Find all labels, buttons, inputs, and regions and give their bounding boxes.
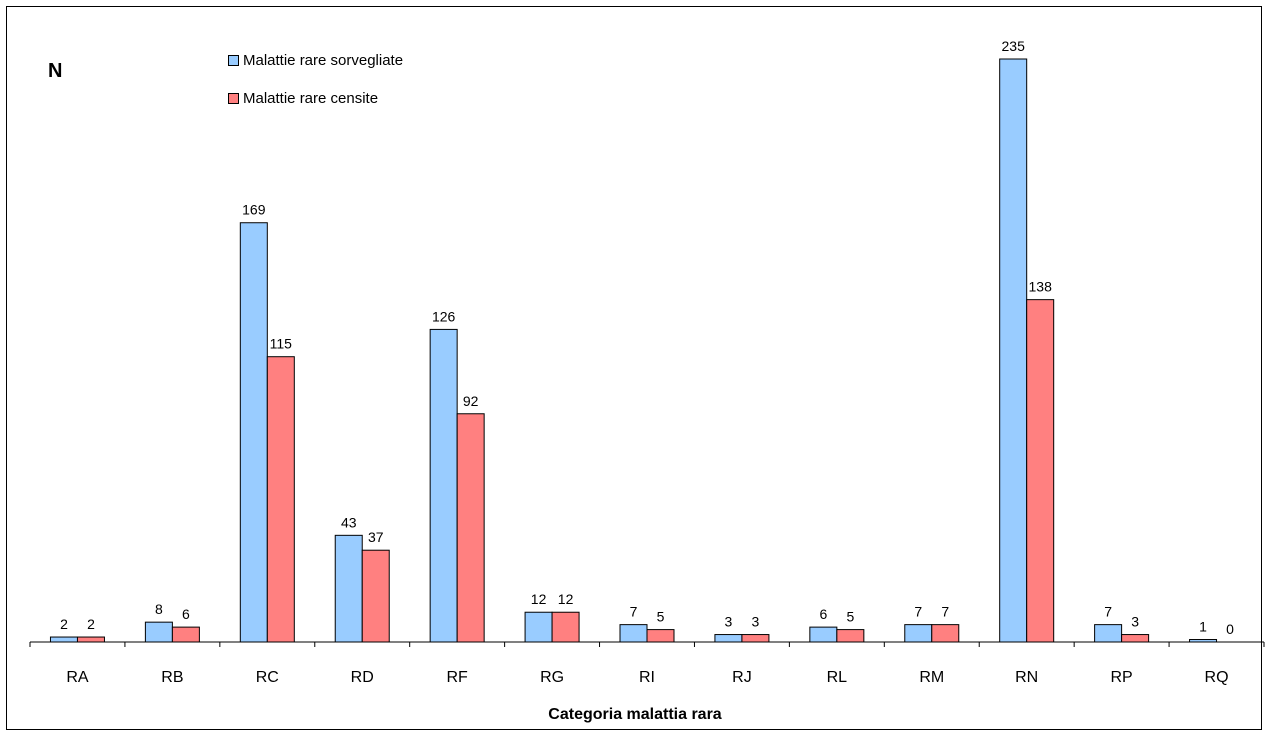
legend-swatch-sorvegliate xyxy=(228,54,239,66)
data-label-sorvegliate-rn: 235 xyxy=(1002,38,1026,54)
x-tick-label-rl: RL xyxy=(827,669,848,686)
bar-censite-rd xyxy=(361,549,390,643)
x-tick-label-rn: RN xyxy=(1015,669,1038,686)
bar-censite-rc xyxy=(266,356,295,643)
bar-sorvegliate-rf xyxy=(429,328,458,643)
data-label-censite-rj: 3 xyxy=(752,614,760,630)
data-label-sorvegliate-rd: 43 xyxy=(341,514,357,530)
data-label-sorvegliate-ra: 2 xyxy=(60,616,68,632)
data-label-sorvegliate-rb: 8 xyxy=(155,601,163,617)
bar-sorvegliate-ri xyxy=(619,624,648,643)
bar-sorvegliate-rc xyxy=(239,222,268,643)
data-label-censite-rp: 3 xyxy=(1131,614,1139,630)
chart-frame xyxy=(6,6,1262,730)
data-label-censite-rd: 37 xyxy=(368,529,384,545)
bar-censite-rb xyxy=(171,626,200,643)
data-label-censite-rl: 5 xyxy=(846,609,854,625)
bar-sorvegliate-rj xyxy=(714,634,743,643)
x-tick-label-rb: RB xyxy=(161,669,183,686)
data-label-censite-rg: 12 xyxy=(558,591,574,607)
x-tick-label-ra: RA xyxy=(66,669,89,686)
x-tick-label-rm: RM xyxy=(919,669,944,686)
x-tick-label-rg: RG xyxy=(540,669,564,686)
x-tick-label-rp: RP xyxy=(1110,669,1132,686)
x-tick-label-rq: RQ xyxy=(1205,669,1229,686)
bar-censite-rj xyxy=(741,634,770,643)
y-axis-label: N xyxy=(48,60,63,82)
data-label-sorvegliate-rf: 126 xyxy=(432,308,456,324)
bar-sorvegliate-ra xyxy=(49,636,78,643)
bar-censite-rm xyxy=(931,624,960,643)
x-tick-label-rd: RD xyxy=(351,669,374,686)
x-tick-label-rc: RC xyxy=(256,669,279,686)
data-label-sorvegliate-rj: 3 xyxy=(725,614,733,630)
data-label-sorvegliate-rq: 1 xyxy=(1199,619,1207,635)
legend-label-censite: Malattie rare censite xyxy=(243,89,379,107)
legend-swatch-censite xyxy=(228,92,239,104)
data-label-sorvegliate-rc: 169 xyxy=(242,202,266,218)
legend-item-sorvegliate: Malattie rare sorvegliate xyxy=(228,48,403,72)
data-label-sorvegliate-rp: 7 xyxy=(1104,604,1112,620)
bar-sorvegliate-rl xyxy=(809,626,838,643)
bar-sorvegliate-rb xyxy=(144,621,173,643)
x-tick-label-rf: RF xyxy=(446,669,468,686)
legend-item-censite: Malattie rare censite xyxy=(228,86,403,110)
x-axis-title: Categoria malattia rara xyxy=(548,706,722,723)
data-label-sorvegliate-rl: 6 xyxy=(819,606,827,622)
bar-sorvegliate-rd xyxy=(334,534,363,643)
x-tick-label-rj: RJ xyxy=(732,669,752,686)
data-label-sorvegliate-ri: 7 xyxy=(630,604,638,620)
bar-sorvegliate-rq xyxy=(1189,639,1218,643)
x-tick-label-ri: RI xyxy=(639,669,655,686)
data-label-censite-rb: 6 xyxy=(182,606,190,622)
legend-label-sorvegliate: Malattie rare sorvegliate xyxy=(243,51,404,69)
data-label-censite-rm: 7 xyxy=(941,604,949,620)
data-label-censite-rc: 115 xyxy=(270,336,293,352)
bar-censite-ri xyxy=(646,629,675,643)
bar-censite-rl xyxy=(836,629,865,643)
bar-sorvegliate-rm xyxy=(904,624,933,643)
data-label-sorvegliate-rm: 7 xyxy=(914,604,922,620)
bar-censite-rn xyxy=(1026,299,1055,643)
bar-censite-rf xyxy=(456,413,485,643)
data-label-censite-rq: 0 xyxy=(1226,621,1234,637)
bar-sorvegliate-rp xyxy=(1094,624,1123,643)
data-label-sorvegliate-rg: 12 xyxy=(531,591,547,607)
bar-sorvegliate-rg xyxy=(524,611,553,643)
bar-sorvegliate-rn xyxy=(999,58,1028,643)
bar-censite-ra xyxy=(76,636,105,643)
bar-censite-rp xyxy=(1121,634,1150,643)
legend: Malattie rare sorvegliate Malattie rare … xyxy=(228,48,403,124)
data-label-censite-rn: 138 xyxy=(1029,279,1053,295)
data-label-censite-ri: 5 xyxy=(657,609,665,625)
data-label-censite-ra: 2 xyxy=(87,616,95,632)
data-label-censite-rf: 92 xyxy=(463,393,479,409)
bar-censite-rg xyxy=(551,611,580,643)
